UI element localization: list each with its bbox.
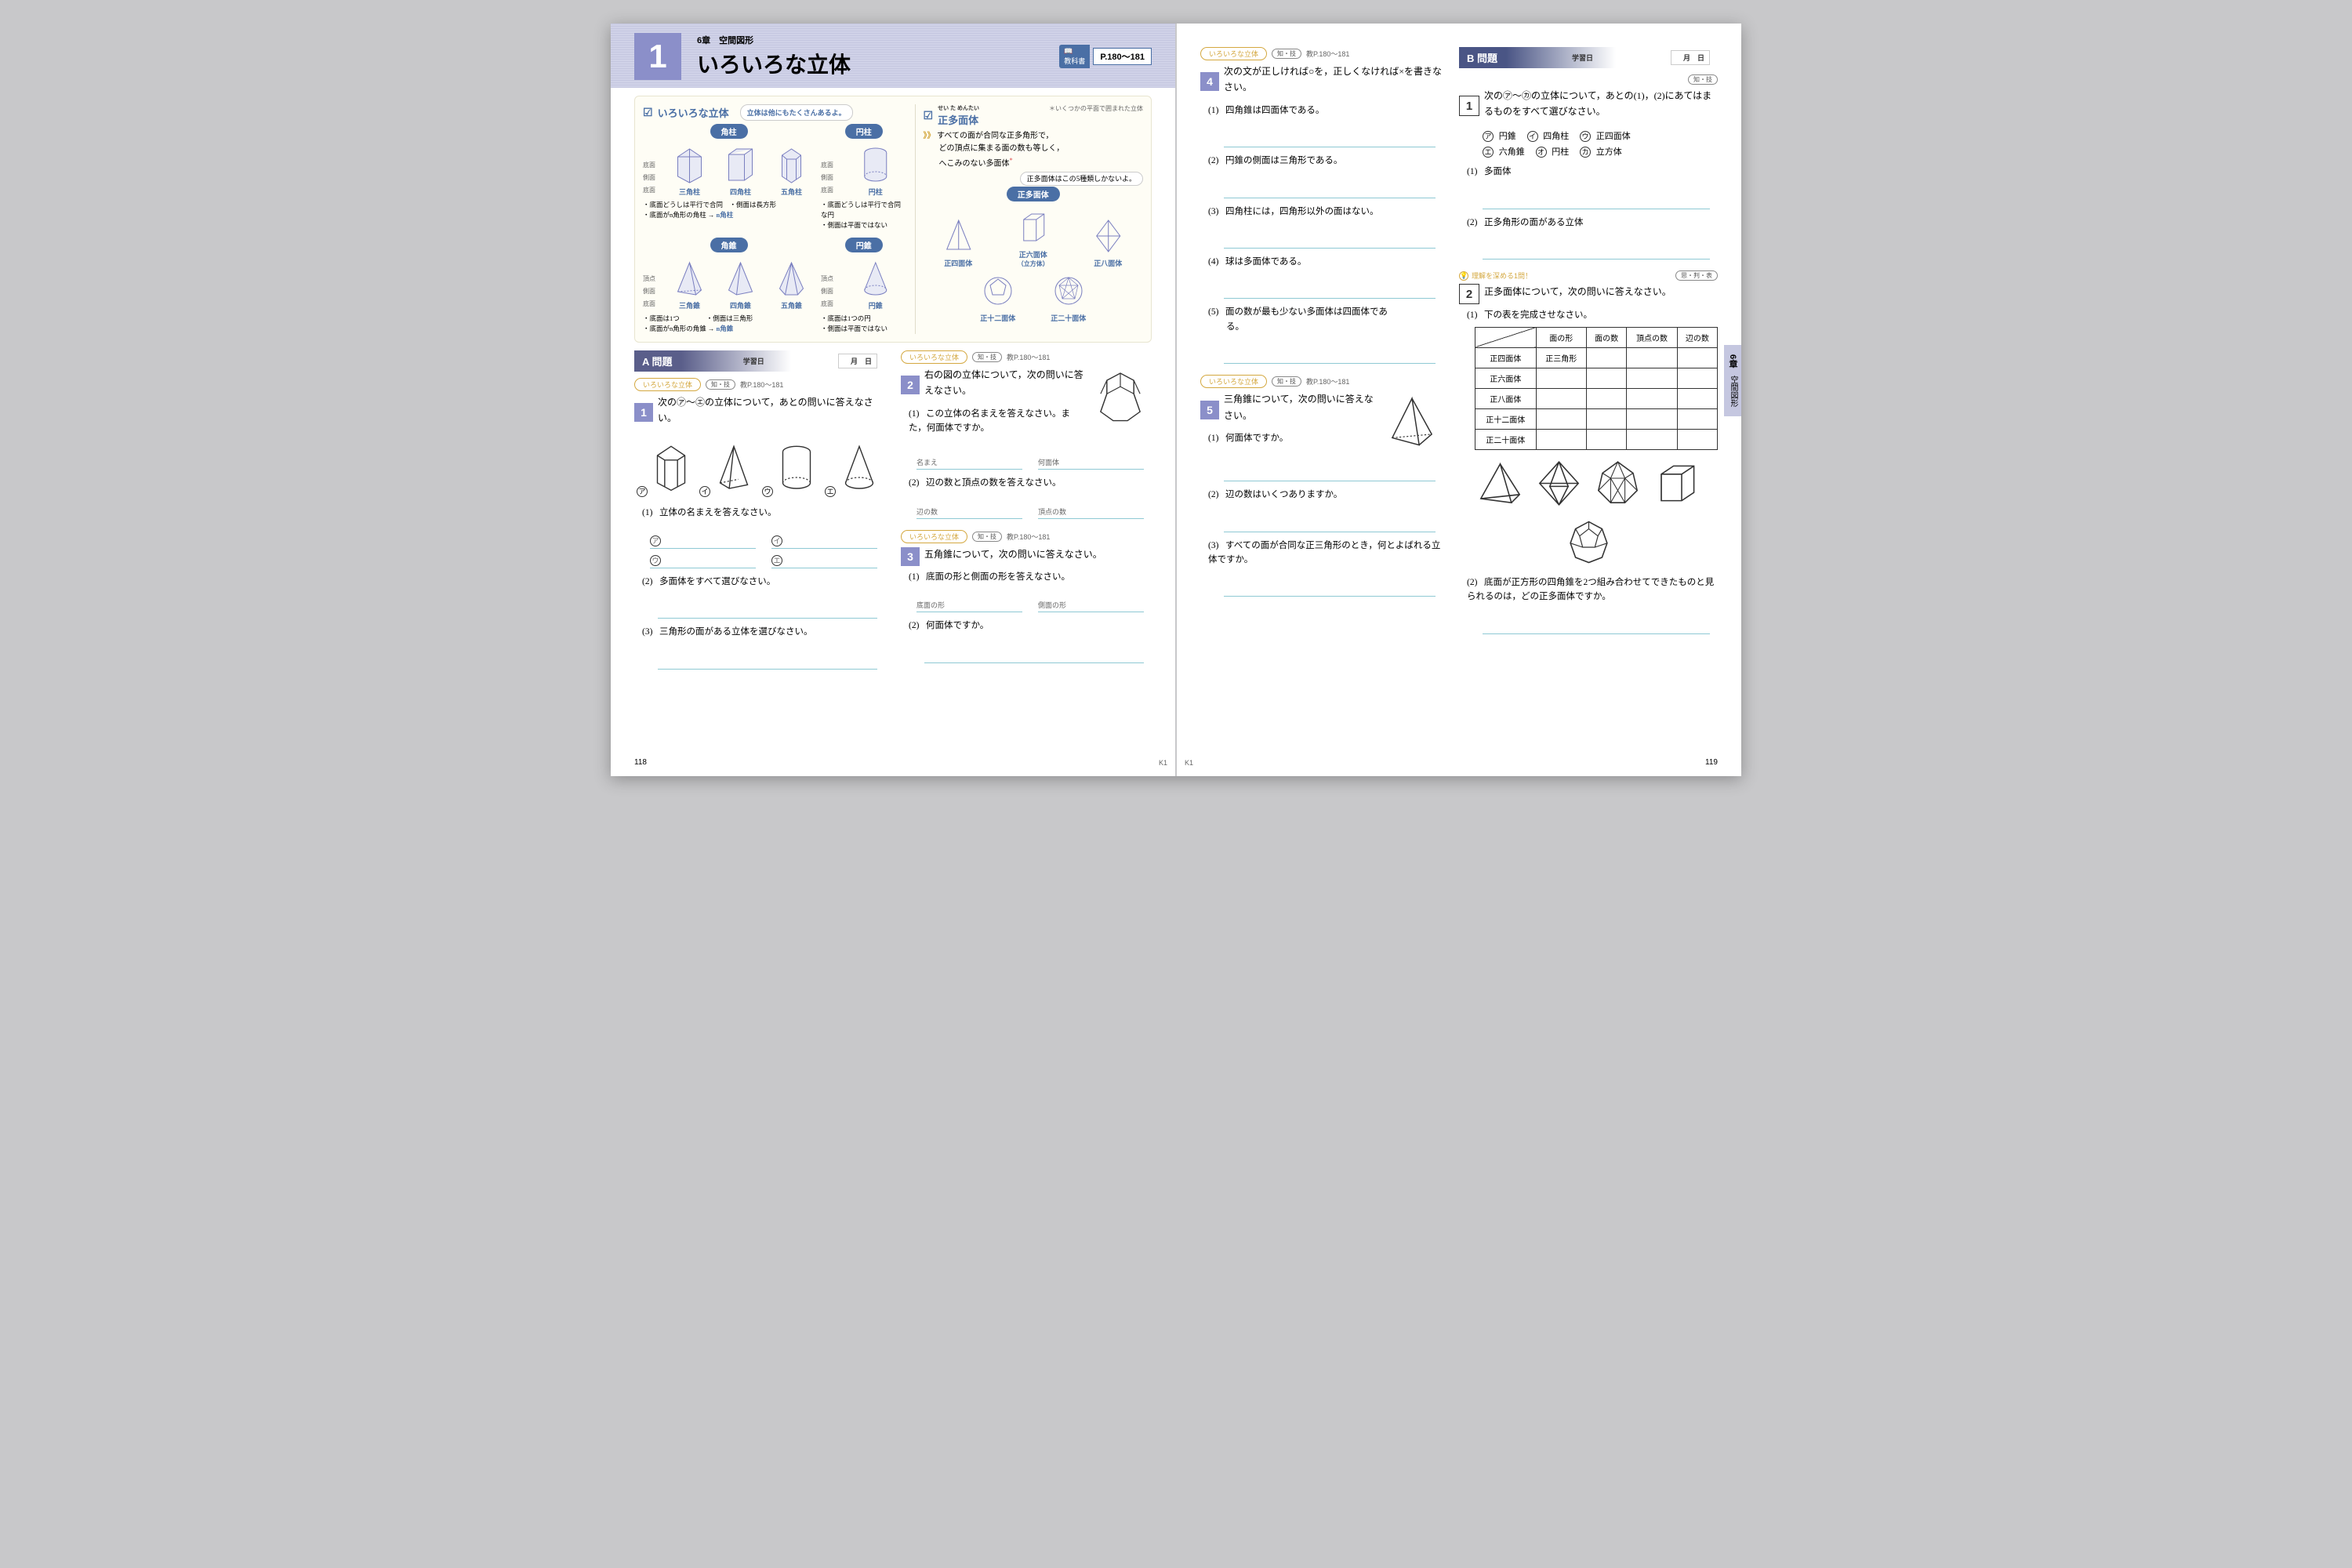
info-heading-left: ☑ いろいろな立体 立体は他にもたくさんあるよ。 — [643, 104, 907, 121]
col-a-left: A 問題 学習日 月 日 いろいろな立体 知・技 教P.180～181 1 次の… — [634, 350, 885, 753]
answer-line — [658, 655, 877, 670]
page-reference: 📖教科書 P.180～181 — [1059, 45, 1152, 68]
info-left: ☑ いろいろな立体 立体は他にもたくさんあるよ。 角柱 底面 側面 底面 三角柱… — [643, 104, 907, 334]
answer-line — [658, 604, 877, 619]
ref: 教P.180～181 — [740, 379, 783, 390]
answer-line — [924, 649, 1144, 663]
icosa-icon — [1045, 271, 1092, 310]
cone-label: 円錐 — [845, 238, 883, 252]
answer-line: 辺の数頂点の数 — [916, 506, 1144, 519]
prism-label: 角柱 — [710, 124, 748, 139]
section-number: 1 — [634, 33, 681, 80]
question-2: いろいろな立体 知・技 教P.180～181 2 右の図の立体について，次の問い… — [901, 350, 1152, 519]
cone-bullets: ・底面は1つの円 ・側面は平面ではない — [821, 314, 907, 334]
tri-prism-icon — [666, 145, 713, 184]
chapter-title: いろいろな立体 — [697, 48, 851, 79]
textbook-icon: 📖教科書 — [1059, 45, 1090, 68]
info-panel: ☑ いろいろな立体 立体は他にもたくさんあるよ。 角柱 底面 側面 底面 三角柱… — [634, 96, 1152, 343]
tetra-icon — [924, 216, 993, 256]
right-page: いろいろな立体 知・技 教P.180～181 4 次の文が正しければ○を，正しく… — [1177, 24, 1741, 776]
answer-line: アイ — [650, 535, 877, 549]
speech-bubble: 立体は他にもたくさんあるよ。 — [740, 104, 853, 121]
info-heading-right: ☑ せい た めんたい正多面体 — [924, 104, 979, 127]
q-num: 1 — [634, 403, 653, 422]
pyramid-bullets: ・底面は1つ ・側面は三角形 ・底面がn角形の角錐 → n角錐 — [643, 314, 815, 334]
question-3: いろいろな立体 知・技 教P.180～181 3 五角錐について，次の問いに答え… — [901, 530, 1152, 663]
octa-icon — [1073, 216, 1143, 256]
pyramid-row: 頂点 側面 底面 三角錐 四角錐 五角錐 — [643, 259, 815, 310]
page-number: 119 — [1705, 758, 1718, 767]
topic-pill: いろいろな立体 — [634, 378, 701, 391]
tri-pyr-icon — [666, 259, 713, 298]
page-spread: 1 6章 空間図形 いろいろな立体 📖教科書 P.180～181 ☑ いろいろな… — [611, 24, 1741, 776]
answer-line: ウエ — [650, 555, 877, 568]
shape-u-icon — [773, 439, 820, 494]
shape-i-icon — [710, 439, 757, 494]
problems-area: A 問題 学習日 月 日 いろいろな立体 知・技 教P.180～181 1 次の… — [611, 350, 1175, 776]
polyhedra-label: 正多面体 — [1007, 187, 1060, 201]
quad-prism-icon — [717, 145, 764, 184]
cylinder-label: 円柱 — [845, 124, 883, 139]
question-b2: 💡理解を深める1問！ 思・判・表 2 正多面体について，次の問いに答えなさい。 … — [1459, 270, 1718, 634]
question-5: いろいろな立体 知・技 教P.180～181 5 三角錐について，次の問いに答え… — [1200, 375, 1443, 597]
pyramid-label: 角錐 — [710, 238, 748, 252]
check-icon: ☑ — [924, 109, 934, 122]
section-a-bar: A 問題 学習日 月 日 — [634, 350, 885, 372]
right-col-2: B 問題 学習日 月 日 知・技 1 次の㋐～㋕の立体について，あとの(1)，(… — [1459, 47, 1718, 753]
hexagonal-prism-icon — [1089, 367, 1152, 430]
chapter-label: 6章 空間図形 — [697, 34, 851, 46]
left-page: 1 6章 空間図形 いろいろな立体 📖教科書 P.180～181 ☑ いろいろな… — [611, 24, 1175, 776]
choices: ア 円錐 イ 四角柱 ウ 正四面体 エ 六角錐 オ 円柱 カ 立方体 — [1483, 129, 1718, 161]
check-icon: ☑ — [643, 106, 653, 119]
quad-pyr-icon — [717, 259, 764, 298]
question-1: いろいろな立体 知・技 教P.180～181 1 次の㋐～㋓の立体について，あと… — [634, 378, 885, 670]
penta-pyr-icon — [768, 259, 815, 298]
answer-line: 名まえ何面体 — [916, 457, 1144, 470]
page-number: 118 — [634, 758, 647, 767]
chapter-header: 1 6章 空間図形 いろいろな立体 📖教科書 P.180～181 — [611, 24, 1175, 88]
tag-pill: 知・技 — [706, 379, 735, 390]
cylinder-icon — [844, 145, 907, 184]
shape-a-icon — [648, 439, 695, 494]
chapter-tab: 6章 空間図形 — [1724, 345, 1741, 416]
page-ref-text: P.180～181 — [1093, 48, 1152, 65]
penta-prism-icon — [768, 145, 815, 184]
shape-e-icon — [836, 439, 883, 494]
shapes-row: ア イ ウ エ — [634, 439, 885, 498]
tetra-img — [1475, 458, 1526, 509]
answer-line: 底面の形側面の形 — [916, 600, 1144, 612]
question-b1: 知・技 1 次の㋐～㋕の立体について，あとの(1)，(2)にあてはまるものをすべ… — [1459, 74, 1718, 260]
section-b-bar: B 問題 学習日 月 日 — [1459, 47, 1718, 68]
question-4: いろいろな立体 知・技 教P.180～181 4 次の文が正しければ○を，正しく… — [1200, 47, 1443, 364]
cone-icon — [844, 259, 907, 298]
note: ＊いくつかの平面で囲まれた立体 — [1049, 104, 1143, 113]
hint-badge: 💡理解を深める1問！ — [1459, 270, 1532, 281]
polyhedra-desc: 》》 すべての面が合同な正多角形で， どの頂点に集まる面の数も等しく， へこみの… — [924, 130, 1143, 170]
prism-bullets: ・底面どうしは平行で合同 ・側面は長方形 ・底面がn角形の角柱 → n角柱 — [643, 200, 815, 220]
icosa-img — [1592, 458, 1643, 509]
tri-pyramid-icon — [1381, 391, 1443, 454]
col-a-right: いろいろな立体 知・技 教P.180～181 2 右の図の立体について，次の問い… — [901, 350, 1152, 753]
polyhedra-images — [1475, 458, 1702, 568]
prism-row: 底面 側面 底面 三角柱 四角柱 五角柱 — [643, 145, 815, 197]
polyhedra-table: 面の形面の数頂点の数辺の数 正四面体正三角形 正六面体 正八面体 正十二面体 正… — [1475, 327, 1718, 450]
bulb-icon: 💡 — [1459, 271, 1468, 281]
spine-code: K1 — [1159, 759, 1167, 767]
octa-img — [1534, 458, 1584, 509]
cylinder-bullets: ・底面どうしは平行で合同な円 ・側面は平面ではない — [821, 200, 907, 230]
spine-code: K1 — [1185, 759, 1193, 767]
dodeca-img — [1563, 517, 1614, 568]
study-date: 月 日 — [838, 354, 877, 368]
info-right: ☑ せい た めんたい正多面体 ＊いくつかの平面で囲まれた立体 》》 すべての面… — [915, 104, 1143, 334]
cube-img — [1651, 458, 1702, 509]
hexa-icon — [998, 208, 1068, 247]
dodeca-icon — [975, 271, 1022, 310]
right-col-1: いろいろな立体 知・技 教P.180～181 4 次の文が正しければ○を，正しく… — [1200, 47, 1443, 753]
